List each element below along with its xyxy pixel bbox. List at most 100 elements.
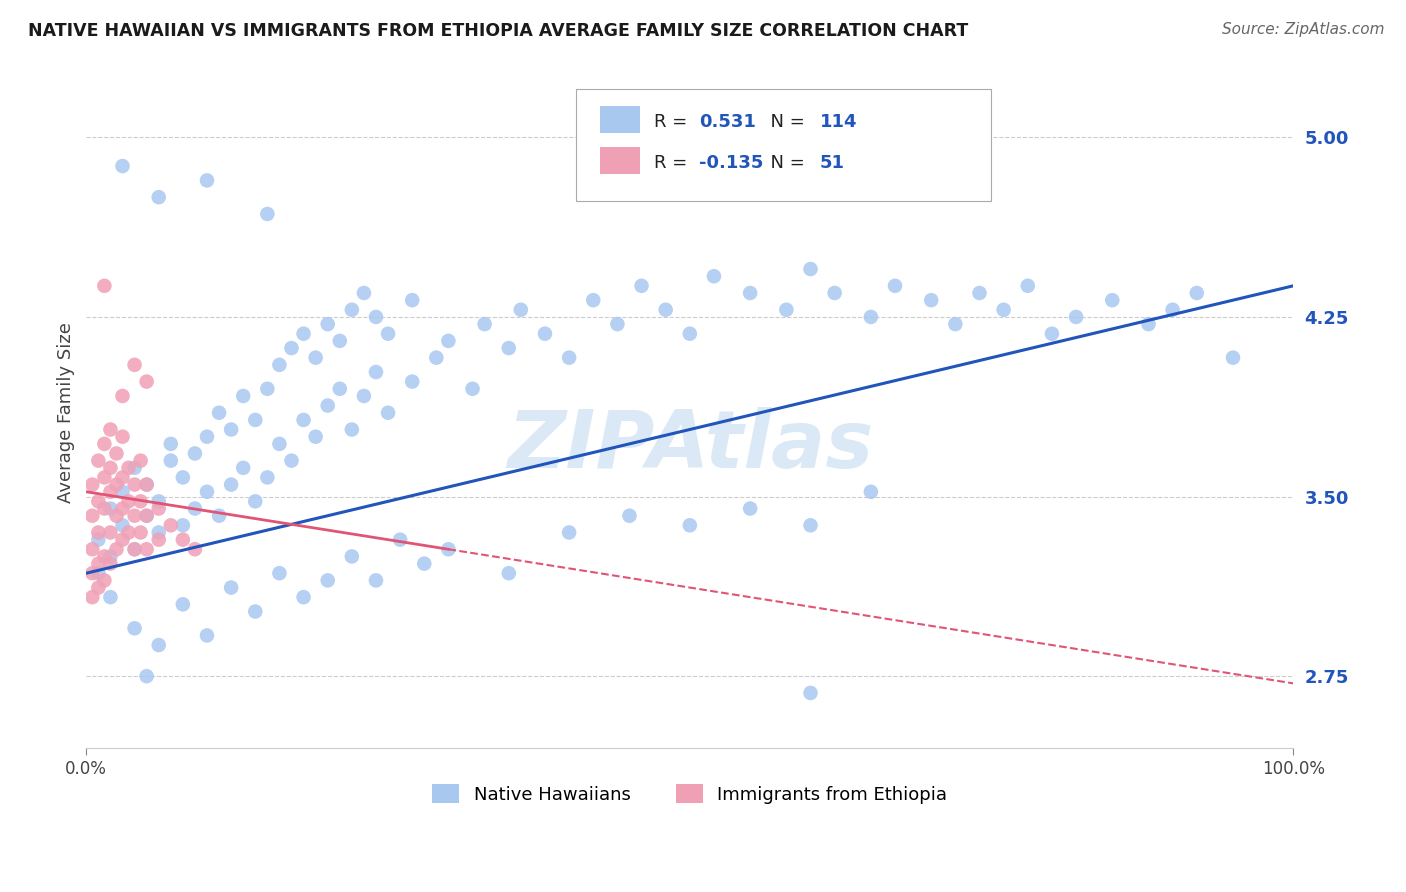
Point xyxy=(208,508,231,523)
Point xyxy=(859,310,882,324)
Point xyxy=(135,542,157,557)
Text: -0.135: -0.135 xyxy=(699,154,763,172)
Point xyxy=(316,317,339,331)
Point xyxy=(364,574,387,588)
Point xyxy=(498,566,520,581)
Point xyxy=(135,375,157,389)
Point xyxy=(364,365,387,379)
Point xyxy=(1101,293,1123,308)
Point xyxy=(93,278,115,293)
Point xyxy=(129,453,152,467)
Y-axis label: Average Family Size: Average Family Size xyxy=(58,322,75,503)
Point xyxy=(280,453,302,467)
Point xyxy=(82,477,104,491)
Point xyxy=(111,484,134,499)
Point xyxy=(582,293,605,308)
Point xyxy=(353,285,375,300)
Point xyxy=(100,549,122,564)
Point xyxy=(124,508,146,523)
Point xyxy=(606,317,628,331)
Point xyxy=(232,460,254,475)
Point xyxy=(377,406,399,420)
Point xyxy=(87,453,110,467)
Text: R =: R = xyxy=(654,113,693,131)
Point xyxy=(124,621,146,635)
Text: 114: 114 xyxy=(820,113,858,131)
Point xyxy=(269,566,291,581)
Point xyxy=(148,533,170,547)
Point xyxy=(824,285,846,300)
Point xyxy=(304,430,326,444)
Point xyxy=(329,334,352,348)
Point xyxy=(1161,302,1184,317)
Point xyxy=(82,508,104,523)
Point xyxy=(461,805,484,820)
Text: Source: ZipAtlas.com: Source: ZipAtlas.com xyxy=(1222,22,1385,37)
Point xyxy=(148,494,170,508)
Point xyxy=(630,278,652,293)
Point xyxy=(679,326,702,341)
Point xyxy=(799,518,821,533)
Point xyxy=(159,453,181,467)
Point xyxy=(124,477,146,491)
Point xyxy=(195,628,218,642)
Point xyxy=(87,533,110,547)
Point xyxy=(413,557,436,571)
Point xyxy=(256,382,278,396)
Point xyxy=(93,437,115,451)
Point xyxy=(100,501,122,516)
Point xyxy=(654,302,676,317)
Point xyxy=(148,501,170,516)
Point xyxy=(389,533,412,547)
Point xyxy=(148,638,170,652)
Point xyxy=(245,605,267,619)
Point xyxy=(111,533,134,547)
Point xyxy=(740,285,762,300)
Point xyxy=(969,285,991,300)
Point xyxy=(100,423,122,437)
Point xyxy=(1040,326,1063,341)
Point xyxy=(799,262,821,277)
Text: 51: 51 xyxy=(820,154,845,172)
Point xyxy=(105,542,128,557)
Point xyxy=(100,557,122,571)
Point xyxy=(117,525,139,540)
Point xyxy=(316,399,339,413)
Point xyxy=(124,542,146,557)
Text: ZIPAtlas: ZIPAtlas xyxy=(506,408,873,485)
Point xyxy=(111,389,134,403)
Point xyxy=(340,549,363,564)
Text: N =: N = xyxy=(759,154,811,172)
Point xyxy=(93,574,115,588)
Legend: Native Hawaiians, Immigrants from Ethiopia: Native Hawaiians, Immigrants from Ethiop… xyxy=(423,775,956,813)
Point xyxy=(509,302,531,317)
Point xyxy=(195,484,218,499)
Point xyxy=(1185,285,1208,300)
Point xyxy=(124,542,146,557)
Point xyxy=(172,598,194,612)
Point xyxy=(105,446,128,460)
Point xyxy=(474,317,496,331)
Point xyxy=(82,590,104,604)
Point xyxy=(292,590,315,604)
Point xyxy=(316,574,339,588)
Point xyxy=(82,542,104,557)
Point xyxy=(679,518,702,533)
Point xyxy=(100,590,122,604)
Point xyxy=(111,518,134,533)
Point xyxy=(135,477,157,491)
Point xyxy=(340,302,363,317)
Point xyxy=(93,470,115,484)
Point xyxy=(135,508,157,523)
Point xyxy=(111,430,134,444)
Point xyxy=(993,302,1015,317)
Point xyxy=(87,566,110,581)
Point xyxy=(619,508,641,523)
Point xyxy=(920,293,942,308)
Point xyxy=(87,581,110,595)
Point xyxy=(93,501,115,516)
Point xyxy=(159,437,181,451)
Point xyxy=(129,494,152,508)
Text: N =: N = xyxy=(759,113,811,131)
Point xyxy=(148,190,170,204)
